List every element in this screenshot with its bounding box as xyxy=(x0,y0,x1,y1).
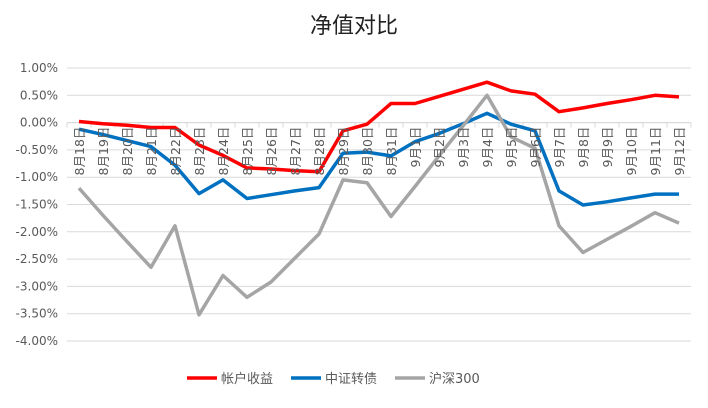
x-tick-label: 9月10日 xyxy=(624,127,639,176)
x-tick-label: 8月25日 xyxy=(240,127,255,176)
legend-label: 帐户收益 xyxy=(221,371,273,387)
x-tick-label: 8月31日 xyxy=(384,127,399,176)
x-tick-label: 8月28日 xyxy=(312,127,327,176)
y-tick-label: -0.50% xyxy=(16,143,58,157)
y-tick-label: 1.00% xyxy=(20,61,58,75)
y-tick-label: -1.50% xyxy=(16,198,58,212)
series-line-帐户收益 xyxy=(78,80,680,174)
x-tick-label: 9月1日 xyxy=(408,127,423,168)
series-line-中证转债 xyxy=(78,111,679,207)
y-tick-label: -3.00% xyxy=(16,279,58,293)
x-tick-label: 9月6日 xyxy=(528,127,543,168)
x-tick-label: 9月12日 xyxy=(672,127,687,176)
legend-label: 沪深300 xyxy=(429,371,480,387)
y-tick-label: -2.50% xyxy=(16,252,58,266)
x-tick-label: 8月30日 xyxy=(360,127,375,176)
x-tick-label: 8月29日 xyxy=(336,127,351,176)
x-tick-label: 8月19日 xyxy=(96,127,111,176)
y-tick-label: -2.00% xyxy=(16,225,58,239)
x-tick-label: 9月8日 xyxy=(576,127,591,168)
x-tick-label: 9月3日 xyxy=(456,127,471,168)
y-tick-label: -4.00% xyxy=(16,334,58,348)
x-tick-label: 9月4日 xyxy=(480,127,495,168)
x-tick-label: 8月23日 xyxy=(192,127,207,176)
y-tick-label: 0.50% xyxy=(20,88,58,102)
x-tick-label: 8月24日 xyxy=(216,127,231,176)
y-tick-label: -3.50% xyxy=(16,307,58,321)
y-tick-label: -1.00% xyxy=(16,170,58,184)
y-tick-label: 0.00% xyxy=(20,116,58,130)
x-tick-label: 9月9日 xyxy=(600,127,615,168)
series-line-沪深300 xyxy=(77,93,680,317)
legend-label: 中证转债 xyxy=(325,372,377,387)
x-tick-label: 8月21日 xyxy=(144,127,159,176)
chart-title: 净值对比 xyxy=(310,14,398,39)
x-tick-label: 9月2日 xyxy=(432,127,447,168)
x-tick-label: 9月11日 xyxy=(648,127,663,176)
x-tick-label: 9月5日 xyxy=(504,127,519,168)
x-tick-label: 8月26日 xyxy=(264,127,279,176)
x-tick-label: 9月7日 xyxy=(552,127,567,168)
x-tick-label: 8月27日 xyxy=(288,127,303,176)
x-tick-label: 8月22日 xyxy=(168,127,183,176)
x-tick-label: 8月20日 xyxy=(120,127,135,176)
x-tick-label: 8月18日 xyxy=(72,127,87,176)
